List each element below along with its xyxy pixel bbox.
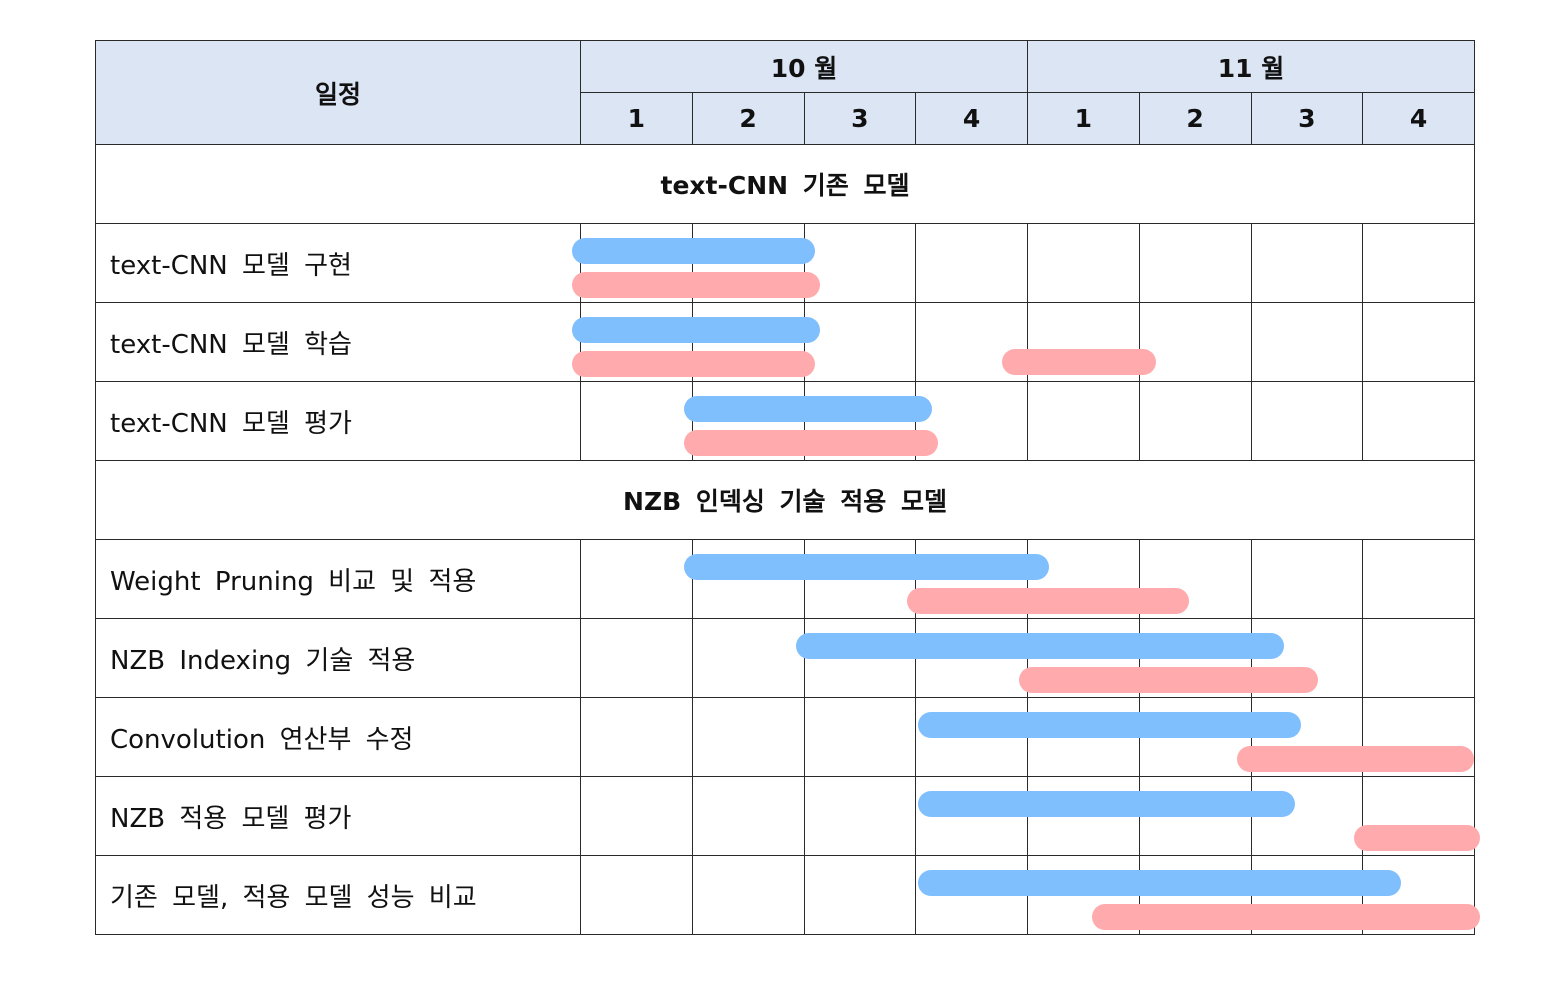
task-row: text-CNN 모델 학습	[95, 302, 1475, 382]
week-cell	[1027, 855, 1140, 935]
week-cell	[580, 618, 693, 698]
task-label: Convolution 연산부 수정	[95, 697, 581, 777]
task-label: text-CNN 모델 학습	[95, 302, 581, 382]
week-cell	[691, 223, 805, 303]
month-header-october: 10 월	[580, 40, 1028, 93]
week-cell	[1362, 223, 1475, 303]
week-header: 3	[1250, 92, 1364, 145]
week-cell	[580, 855, 693, 935]
week-cell	[691, 381, 805, 461]
week-cell	[580, 381, 693, 461]
task-row: 기존 모델, 적용 모델 성능 비교	[95, 855, 1475, 935]
section-row: NZB 인덱싱 기술 적용 모델	[95, 460, 1475, 540]
task-row: NZB Indexing 기술 적용	[95, 618, 1475, 698]
task-row: text-CNN 모델 평가	[95, 381, 1475, 461]
week-cell	[803, 223, 917, 303]
week-cell	[1138, 381, 1252, 461]
week-cell	[1362, 381, 1475, 461]
week-cell	[1027, 618, 1140, 698]
schedule-header: 일정	[95, 40, 581, 145]
week-cell	[803, 855, 917, 935]
week-cell	[580, 776, 693, 856]
week-header: 2	[691, 92, 805, 145]
week-cell	[1027, 223, 1140, 303]
week-header: 4	[1362, 92, 1475, 145]
week-cell	[1250, 539, 1364, 619]
week-cell	[915, 776, 1028, 856]
month-header-november: 11 월	[1027, 40, 1475, 93]
week-cell	[1362, 855, 1475, 935]
week-cell	[1027, 381, 1140, 461]
week-cell	[1250, 855, 1364, 935]
week-header: 2	[1138, 92, 1252, 145]
task-row: text-CNN 모델 구현	[95, 223, 1475, 303]
week-cell	[803, 302, 917, 382]
week-header: 4	[915, 92, 1028, 145]
task-label: text-CNN 모델 구현	[95, 223, 581, 303]
week-cell	[1362, 776, 1475, 856]
week-cell	[1250, 223, 1364, 303]
week-cell	[1138, 855, 1252, 935]
week-header: 1	[580, 92, 693, 145]
week-cell	[1362, 697, 1475, 777]
week-cell	[915, 697, 1028, 777]
week-cell	[803, 381, 917, 461]
task-label: NZB 적용 모델 평가	[95, 776, 581, 856]
section-row: text-CNN 기존 모델	[95, 144, 1475, 224]
week-cell	[1250, 618, 1364, 698]
week-cell	[691, 855, 805, 935]
week-cell	[1138, 539, 1252, 619]
week-cell	[803, 539, 917, 619]
week-cell	[1027, 697, 1140, 777]
week-cell	[803, 697, 917, 777]
week-cell	[803, 776, 917, 856]
task-row: Weight Pruning 비교 및 적용	[95, 539, 1475, 619]
task-label: NZB Indexing 기술 적용	[95, 618, 581, 698]
week-cell	[1362, 539, 1475, 619]
task-label: Weight Pruning 비교 및 적용	[95, 539, 581, 619]
week-cell	[915, 381, 1028, 461]
section-title: text-CNN 기존 모델	[95, 144, 1475, 224]
week-cell	[580, 697, 693, 777]
week-cell	[691, 302, 805, 382]
week-cell	[580, 223, 693, 303]
week-cell	[691, 618, 805, 698]
week-cell	[691, 539, 805, 619]
week-cell	[1250, 302, 1364, 382]
week-cell	[1362, 618, 1475, 698]
week-cell	[1250, 381, 1364, 461]
week-cell	[1138, 618, 1252, 698]
week-cell	[1250, 697, 1364, 777]
week-cell	[1027, 302, 1140, 382]
week-cell	[915, 618, 1028, 698]
week-cell	[915, 855, 1028, 935]
week-cell	[915, 223, 1028, 303]
week-cell	[1362, 302, 1475, 382]
week-header: 3	[803, 92, 917, 145]
week-cell	[1138, 223, 1252, 303]
week-cell	[1027, 776, 1140, 856]
week-header: 1	[1027, 92, 1140, 145]
section-title: NZB 인덱싱 기술 적용 모델	[95, 460, 1475, 540]
week-cell	[1250, 776, 1364, 856]
week-cell	[691, 697, 805, 777]
task-row: NZB 적용 모델 평가	[95, 776, 1475, 856]
task-label: text-CNN 모델 평가	[95, 381, 581, 461]
week-cell	[580, 302, 693, 382]
week-cell	[691, 776, 805, 856]
week-cell	[803, 618, 917, 698]
task-row: Convolution 연산부 수정	[95, 697, 1475, 777]
week-cell	[580, 539, 693, 619]
week-cell	[1138, 302, 1252, 382]
week-cell	[1138, 697, 1252, 777]
week-cell	[1027, 539, 1140, 619]
week-cell	[1138, 776, 1252, 856]
week-cell	[915, 302, 1028, 382]
task-label: 기존 모델, 적용 모델 성능 비교	[95, 855, 581, 935]
week-cell	[915, 539, 1028, 619]
schedule-gantt-table: 일정 10 월 11 월 1 2 3 4 1 2 3 4 text-CNN 기존…	[95, 40, 1475, 935]
